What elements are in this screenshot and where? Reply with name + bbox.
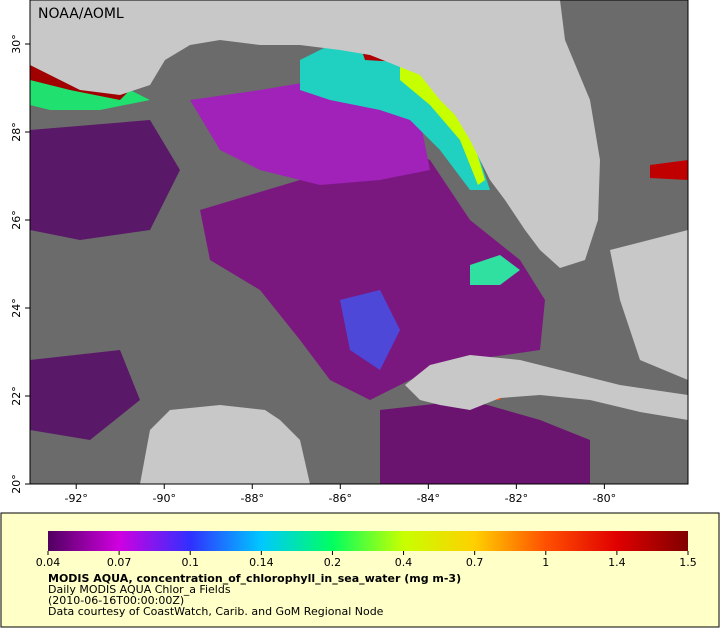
chl-patch [340,290,400,370]
subtitle: Daily MODIS AQUA Chlor_a Fields [48,583,231,596]
chl-patch [380,400,590,484]
chl-patch [300,30,490,190]
colorbar-tick-label: 0.4 [395,556,413,569]
source-label: NOAA/AOML [38,6,124,22]
land-east [610,230,688,380]
x-tick-label: -90° [153,492,176,505]
credit: Data courtesy of CoastWatch, Carib. and … [48,605,384,618]
chl-patch [400,60,485,185]
colorbar-tick-label: 0.04 [36,556,61,569]
x-tick-label: -80° [593,492,616,505]
x-tick-label: -86° [329,492,352,505]
x-tick-label: -84° [417,492,440,505]
colorbar-tick-label: 0.7 [466,556,484,569]
chl-patch [650,160,688,180]
land-us [30,0,600,268]
land-yucatan [140,405,310,484]
chl-patch [470,255,520,285]
y-tick-label: 28° [10,122,23,142]
x-tick-label: -92° [64,492,87,505]
x-tick-label: -88° [241,492,264,505]
y-tick-label: 26° [10,210,23,230]
colorbar-tick-label: 0.1 [181,556,199,569]
colorbar [48,531,688,551]
colorbar-tick-label: 1.4 [608,556,626,569]
colorbar-tick-label: 1.5 [679,556,697,569]
chl-patch [200,140,545,400]
y-tick-label: 30° [10,34,23,54]
map-frame [29,0,689,485]
chl-patch [30,350,140,440]
y-tick-label: 24° [10,298,23,318]
colorbar-tick-label: 0.07 [107,556,132,569]
y-tick-label: 22° [10,386,23,406]
chl-patch [30,120,180,240]
y-tick-label: 20° [10,474,23,494]
date: (2010-06-16T00:00:00Z) [48,594,184,607]
land-cuba [405,355,688,420]
colorbar-tick-label: 0.2 [324,556,342,569]
x-tick-label: -82° [505,492,528,505]
map [30,0,688,484]
title: MODIS AQUA, concentration_of_chlorophyll… [48,572,461,585]
colorbar-tick-label: 1 [542,556,549,569]
colorbar-tick-label: 0.14 [249,556,274,569]
